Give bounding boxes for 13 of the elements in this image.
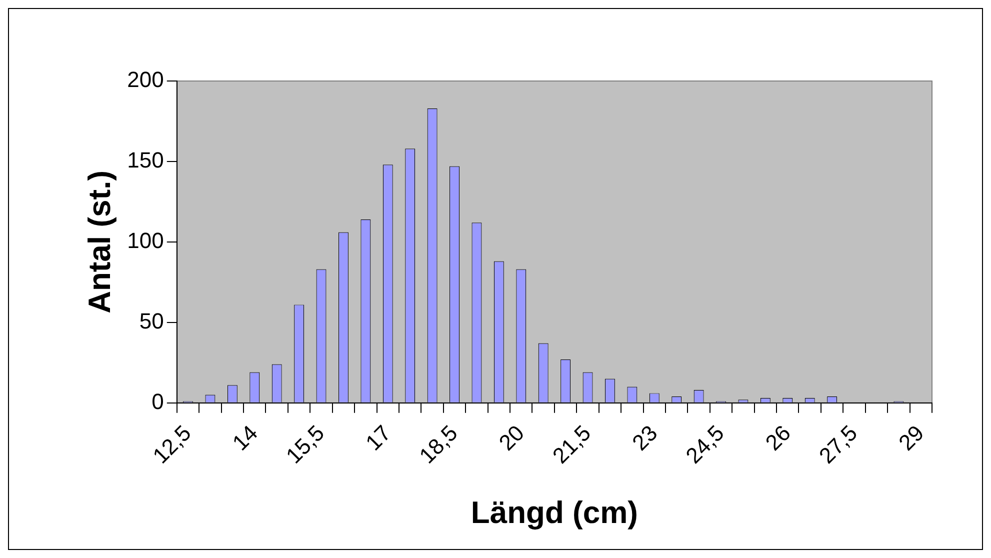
y-tick-label: 50 [139,308,164,334]
y-tick-label: 100 [127,228,164,253]
x-tick-label: 29 [894,420,929,456]
x-tick-label: 17 [360,420,396,456]
x-tick-label: 14 [227,420,262,456]
y-tick-label: 0 [152,388,164,414]
x-tick-label: 26 [760,420,796,456]
y-tick-label: 200 [127,67,164,92]
y-tick-label: 150 [127,148,164,173]
y-axis-title: Antal (st.) [82,170,118,314]
x-axis-title: Längd (cm) [470,494,638,530]
x-tick-label: 20 [494,420,529,456]
x-tick-label: 23 [627,420,662,456]
